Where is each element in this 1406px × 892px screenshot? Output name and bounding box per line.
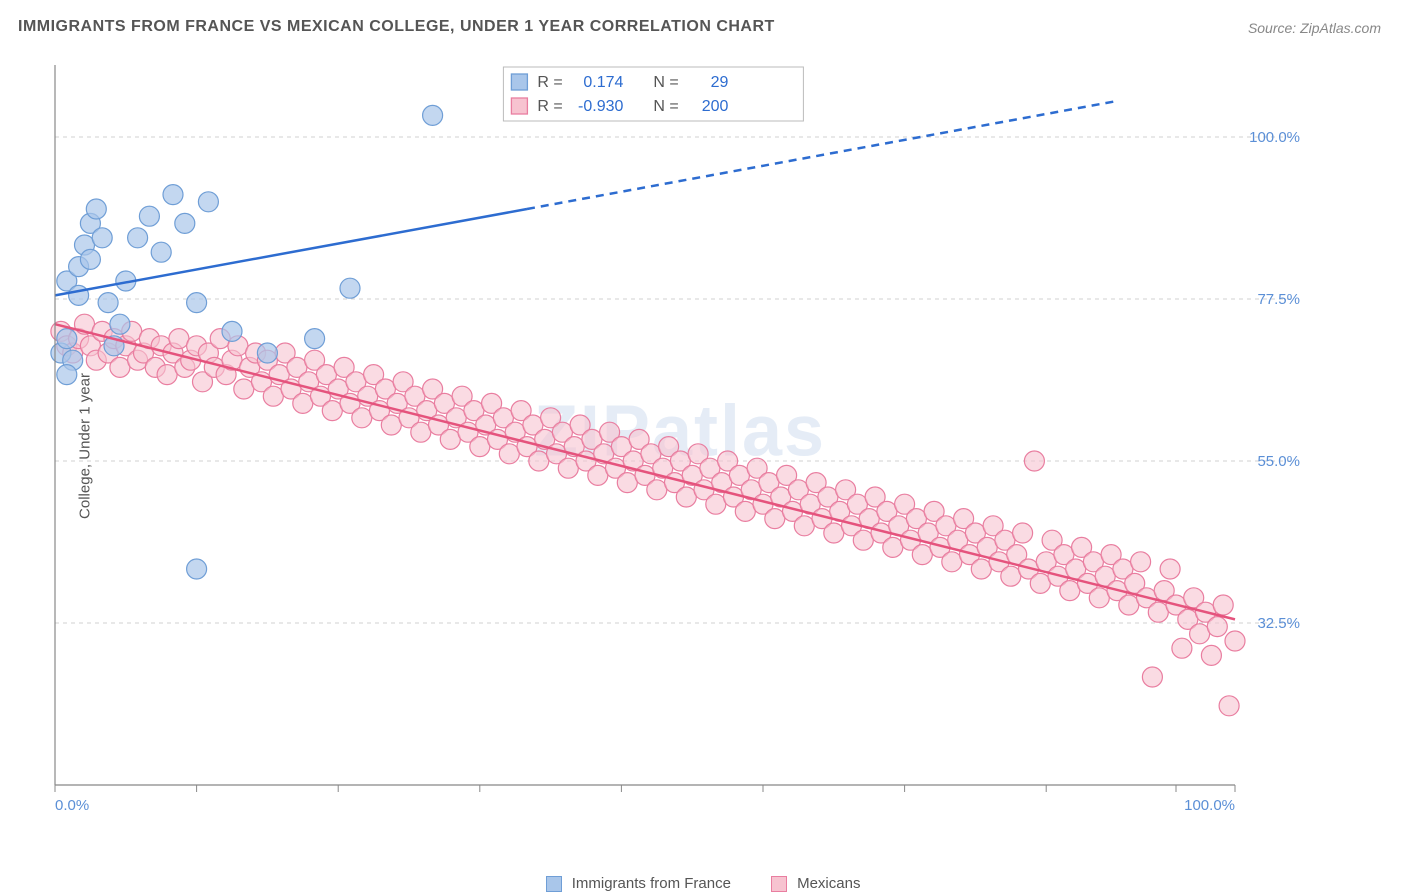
scatter-point (706, 494, 726, 514)
scatter-point (1030, 573, 1050, 593)
y-tick-label: 32.5% (1257, 615, 1300, 632)
scatter-point (110, 314, 130, 334)
chart-svg: 32.5%55.0%77.5%100.0%ZIPatlas0.0%100.0%R… (45, 55, 1315, 825)
scatter-point (499, 444, 519, 464)
scatter-point (676, 487, 696, 507)
stats-swatch-france (511, 74, 527, 90)
scatter-point (257, 343, 277, 363)
scatter-point (1213, 595, 1233, 615)
scatter-point (322, 401, 342, 421)
y-tick-label: 100.0% (1249, 129, 1300, 146)
legend-item-mexicans: Mexicans (771, 875, 861, 892)
scatter-point (139, 206, 159, 226)
scatter-point (69, 285, 89, 305)
scatter-point (765, 509, 785, 529)
scatter-point (883, 537, 903, 557)
scatter-point (293, 393, 313, 413)
scatter-point (470, 437, 490, 457)
x-tick-label: 0.0% (55, 797, 89, 814)
scatter-point (1142, 667, 1162, 687)
scatter-point (423, 105, 443, 125)
scatter-point (234, 379, 254, 399)
scatter-point (1060, 581, 1080, 601)
scatter-point (971, 559, 991, 579)
scatter-point (157, 365, 177, 385)
scatter-point (912, 545, 932, 565)
scatter-point (1219, 696, 1239, 716)
scatter-point (440, 429, 460, 449)
scatter-point (588, 465, 608, 485)
scatter-point (175, 213, 195, 233)
scatter-point (163, 185, 183, 205)
scatter-point (942, 552, 962, 572)
stats-n-value-mexicans: 200 (702, 98, 729, 115)
legend-swatch-mexicans (771, 876, 787, 892)
scatter-point (86, 199, 106, 219)
scatter-point (169, 329, 189, 349)
trend-line-france (55, 209, 527, 295)
scatter-point (198, 192, 218, 212)
scatter-point (1013, 523, 1033, 543)
scatter-point (1131, 552, 1151, 572)
stats-n-label-france: N = (653, 74, 678, 91)
source-label: Source: (1248, 20, 1296, 36)
scatter-point (1225, 631, 1245, 651)
source-value: ZipAtlas.com (1300, 20, 1381, 36)
stats-r-value-france: 0.174 (583, 74, 623, 91)
scatter-point (187, 293, 207, 313)
stats-r-label-france: R = (537, 74, 562, 91)
scatter-point (1001, 566, 1021, 586)
scatter-point (1207, 617, 1227, 637)
scatter-point (110, 357, 130, 377)
scatter-point (617, 473, 637, 493)
scatter-point (1172, 638, 1192, 658)
scatter-point (824, 523, 844, 543)
stats-n-label-mexicans: N = (653, 98, 678, 115)
scatter-point (853, 530, 873, 550)
legend-label-mexicans: Mexicans (797, 875, 860, 892)
x-tick-label: 100.0% (1184, 797, 1235, 814)
stats-swatch-mexicans (511, 98, 527, 114)
scatter-point (1160, 559, 1180, 579)
scatter-point (57, 365, 77, 385)
scatter-point (794, 516, 814, 536)
scatter-point (1089, 588, 1109, 608)
scatter-point (411, 422, 431, 442)
scatter-point (1201, 645, 1221, 665)
scatter-point (1190, 624, 1210, 644)
plot-area: 32.5%55.0%77.5%100.0%ZIPatlas0.0%100.0%R… (45, 55, 1315, 825)
trend-line-mexicans (55, 324, 1235, 619)
scatter-point (1024, 451, 1044, 471)
chart-title: IMMIGRANTS FROM FRANCE VS MEXICAN COLLEG… (18, 18, 775, 36)
scatter-point (352, 408, 372, 428)
scatter-point (1119, 595, 1139, 615)
stats-r-label-mexicans: R = (537, 98, 562, 115)
scatter-point (340, 278, 360, 298)
scatter-point (263, 386, 283, 406)
legend-swatch-france (546, 876, 562, 892)
source-attribution: Source: ZipAtlas.com (1248, 20, 1381, 36)
legend-label-france: Immigrants from France (572, 875, 731, 892)
scatter-point (151, 242, 171, 262)
scatter-point (80, 249, 100, 269)
scatter-point (222, 321, 242, 341)
y-tick-label: 55.0% (1257, 453, 1300, 470)
bottom-legend: Immigrants from France Mexicans (0, 875, 1406, 892)
scatter-point (98, 293, 118, 313)
scatter-point (529, 451, 549, 471)
scatter-point (381, 415, 401, 435)
scatter-point (92, 228, 112, 248)
scatter-point (647, 480, 667, 500)
scatter-point (735, 501, 755, 521)
scatter-point (128, 228, 148, 248)
legend-item-france: Immigrants from France (546, 875, 731, 892)
stats-r-value-mexicans: -0.930 (578, 98, 623, 115)
stats-n-value-france: 29 (711, 74, 729, 91)
y-tick-label: 77.5% (1257, 291, 1300, 308)
scatter-point (57, 329, 77, 349)
scatter-point (187, 559, 207, 579)
scatter-point (1148, 602, 1168, 622)
scatter-point (558, 458, 578, 478)
scatter-point (305, 329, 325, 349)
